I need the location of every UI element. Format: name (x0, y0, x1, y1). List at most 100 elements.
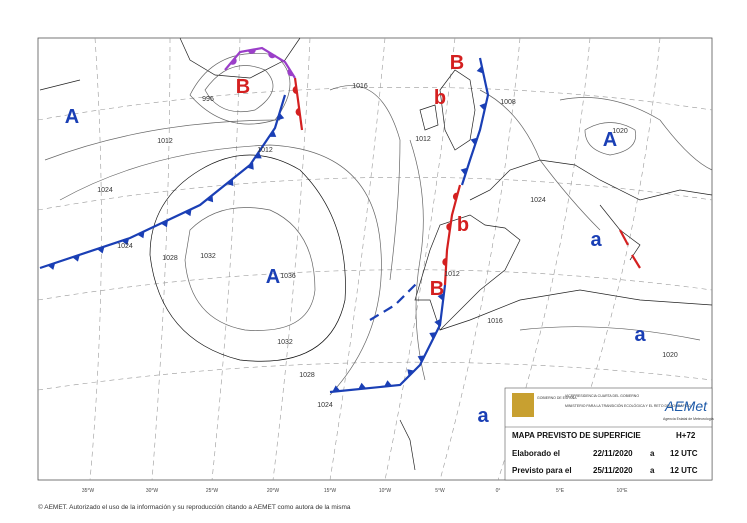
isobar-label: 1016 (352, 83, 368, 90)
isobar-label: 1024 (97, 187, 113, 194)
coordinate-label: 10°E (617, 488, 629, 494)
front-line (631, 254, 641, 269)
isobar-label: 1036 (280, 273, 296, 280)
issued-label: Elaborado el (512, 449, 560, 458)
coordinate-label: 15°W (324, 488, 337, 494)
pressure-center: a (634, 324, 646, 346)
cold-front-symbol (72, 254, 80, 262)
pressure-center: A (603, 129, 617, 151)
pressure-center: a (477, 405, 489, 427)
isobar-label: 1020 (612, 128, 628, 135)
cold-front-symbol (277, 112, 285, 121)
cold-front-symbol (332, 385, 341, 392)
pressure-center: A (266, 266, 280, 288)
warm-front-symbol (452, 192, 458, 201)
isobar-label: 1012 (157, 138, 173, 145)
isobar-label: 1012 (415, 136, 431, 143)
pressure-center: B (450, 52, 464, 74)
coordinate-label: 10°W (379, 488, 392, 494)
isobar-label: 1016 (487, 318, 503, 325)
agency-name: Agencia Estatal de Meteorología (663, 417, 714, 421)
cold-front-symbol (121, 238, 130, 246)
valid-label: Previsto para el (512, 466, 572, 475)
coordinate-label: 25°W (206, 488, 219, 494)
cold-front-symbol (254, 151, 262, 159)
cold-front-symbol (437, 292, 445, 301)
info-box: GOBIERNO DE ESPAÑA VICEPRESIDENCIA CUART… (504, 387, 714, 481)
front-line (369, 281, 419, 321)
spain-emblem (512, 393, 534, 417)
fronts (39, 46, 641, 394)
coordinate-label: 30°W (146, 488, 159, 494)
pressure-center: A (65, 106, 79, 128)
isobar-label: 1024 (317, 402, 333, 409)
cold-front-symbol (47, 262, 56, 270)
warm-front-symbol (247, 49, 256, 54)
pressure-center: b (457, 214, 469, 236)
isobar-label: 1024 (117, 243, 133, 250)
cold-front-symbol (160, 220, 168, 228)
cold-front-symbol (206, 195, 214, 203)
warm-front-symbol (268, 52, 276, 59)
coordinate-label: 35°W (82, 488, 95, 494)
cold-front-symbol (479, 102, 487, 111)
coastline (39, 37, 713, 471)
vice-label: VICEPRESIDENCIA CUARTA DEL GOBIERNO (565, 394, 639, 398)
cold-front-symbol (476, 65, 484, 74)
isobar-label: 1032 (277, 339, 293, 346)
isobar-label: 996 (202, 96, 214, 103)
valid-date: 25/11/2020 (593, 466, 633, 475)
cold-front-symbol (434, 318, 441, 327)
cold-front-symbol (96, 246, 105, 254)
pressure-center: a (590, 229, 602, 251)
isobar-label: 1028 (162, 255, 178, 262)
isobars (44, 52, 713, 396)
cold-front-symbol (137, 231, 145, 239)
cold-front-symbol (384, 380, 393, 387)
issued-time: 12 UTC (670, 449, 698, 458)
cold-front-symbol (460, 167, 468, 176)
cold-front-symbol (407, 369, 415, 377)
cold-front-symbol (429, 332, 437, 340)
front-line (293, 77, 304, 131)
warm-front-symbol (446, 222, 451, 231)
pressure-center: b (434, 87, 446, 109)
cold-front-symbol (358, 382, 367, 390)
ministry-label: MINISTERIO PARA LA TRANSICIÓN ECOLÓGICA … (565, 403, 691, 408)
coordinate-label: 20°W (267, 488, 280, 494)
cold-front-symbol (417, 355, 425, 363)
front-line (619, 229, 629, 246)
map-title: MAPA PREVISTO DE SUPERFICIE (512, 431, 641, 440)
cold-front-symbol (246, 162, 254, 170)
pressure-center: B (236, 76, 250, 98)
isobar-label: 1012 (444, 271, 460, 278)
warm-front-symbol (442, 257, 447, 266)
coordinate-label: 5°W (435, 488, 445, 494)
warm-front-symbol (230, 57, 237, 65)
issued-a: a (650, 449, 655, 458)
warm-front-symbol (295, 107, 301, 116)
cold-front-symbol (184, 209, 192, 217)
valid-a: a (650, 466, 655, 475)
front-line (329, 284, 447, 394)
issued-date: 22/11/2020 (593, 449, 633, 458)
forecast-step: H+72 (676, 431, 696, 440)
aemet-logo: AEMet (664, 398, 708, 414)
warm-front-symbol (292, 85, 298, 94)
footer: © AEMET. Autorizado el uso de la informa… (38, 503, 351, 511)
coordinate-label: 0° (496, 488, 501, 494)
front-line (460, 57, 490, 186)
info-panel (504, 387, 713, 481)
isobar-label: 1020 (662, 352, 678, 359)
warm-front-symbol (287, 68, 294, 77)
cold-front-symbol (470, 137, 478, 146)
gov-label: GOBIERNO DE ESPAÑA (537, 395, 577, 400)
valid-time: 12 UTC (670, 466, 698, 475)
pressure-center: B (430, 278, 444, 300)
front-line (39, 94, 287, 270)
cold-front-symbol (269, 130, 277, 137)
isobar-label: 1024 (530, 197, 546, 204)
